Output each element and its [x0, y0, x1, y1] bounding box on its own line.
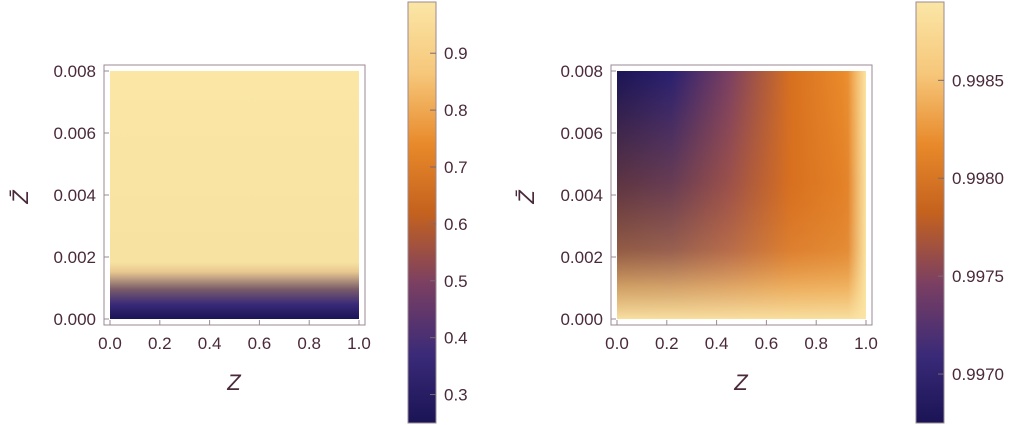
left-x-tick-label: 0.0	[98, 334, 122, 353]
left-x-tick-label: 0.8	[297, 334, 321, 353]
right-colorbar-gradient	[915, 1, 945, 424]
right-colorbar-tick-label: 0.9980	[952, 169, 1004, 188]
left-colorbar-tick-label: 0.4	[444, 329, 468, 348]
right-colorbar-tick-label: 0.9975	[952, 267, 1004, 286]
right-y-axis-title: Z̄	[514, 189, 539, 205]
left-heatmap-field	[110, 71, 359, 319]
left-x-tick-label: 0.2	[148, 334, 172, 353]
right-colorbar-tick-labels: 0.9970 0.9975 0.9980 0.9985	[938, 71, 1004, 384]
left-y-tick-label: 0.002	[53, 248, 96, 267]
right-x-tick-label: 0.0	[605, 334, 629, 353]
left-colorbar-tick-label: 0.6	[444, 215, 468, 234]
right-x-axis-title: Z	[733, 370, 749, 395]
right-y-tick-label: 0.002	[560, 248, 603, 267]
right-x-tick-label: 0.8	[804, 334, 828, 353]
right-x-tick-label: 1.0	[854, 334, 878, 353]
right-colorbar: 0.9970 0.9975 0.9980 0.9985	[915, 1, 1004, 424]
left-colorbar-tick-labels: 0.3 0.4 0.5 0.6 0.7 0.8 0.9	[430, 44, 468, 405]
left-colorbar-tick-label: 0.3	[444, 386, 468, 405]
left-colorbar-gradient	[407, 1, 437, 424]
right-y-tick-label: 0.004	[560, 186, 603, 205]
left-colorbar-tick-label: 0.8	[444, 101, 468, 120]
right-y-tick-labels: 0.000 0.002 0.004 0.006 0.008	[560, 62, 616, 329]
right-colorbar-tick-label: 0.9970	[952, 365, 1004, 384]
left-x-tick-label: 0.6	[248, 334, 272, 353]
left-colorbar-tick-label: 0.9	[444, 44, 468, 63]
right-heatmap-field	[617, 71, 866, 319]
right-y-tick-label: 0.008	[560, 62, 603, 81]
right-y-tick-label: 0.006	[560, 124, 603, 143]
left-x-tick-label: 0.4	[198, 334, 222, 353]
left-colorbar-tick-label: 0.7	[444, 158, 468, 177]
left-y-tick-labels: 0.000 0.002 0.004 0.006 0.008	[53, 62, 109, 329]
right-x-tick-label: 0.2	[655, 334, 679, 353]
left-x-axis-title: Z	[226, 370, 242, 395]
right-y-tick-label: 0.000	[560, 310, 603, 329]
right-x-tick-label: 0.6	[755, 334, 779, 353]
left-y-tick-label: 0.000	[53, 310, 96, 329]
left-heatmap-panel: 0.0 0.2 0.4 0.6 0.8 1.0 0.0000.0020.0040.0060…	[8, 62, 371, 395]
right-x-tick-labels: 0.0 0.2 0.4 0.6 0.8 1.0	[605, 320, 878, 353]
left-y-tick-label: 0.004	[53, 186, 96, 205]
left-colorbar: 0.3 0.4 0.5 0.6 0.7 0.8 0.9	[407, 1, 468, 424]
left-y-axis-title: Z̄	[8, 189, 33, 205]
left-y-tick-label: 0.006	[53, 124, 96, 143]
left-x-tick-labels: 0.0 0.2 0.4 0.6 0.8 1.0	[98, 320, 371, 353]
left-colorbar-tick-label: 0.5	[444, 272, 468, 291]
right-x-tick-label: 0.4	[705, 334, 729, 353]
left-y-tick-label: 0.008	[53, 62, 96, 81]
right-colorbar-tick-label: 0.9985	[952, 71, 1004, 90]
right-heatmap-panel: 0.0 0.2 0.4 0.6 0.8 1.0 0.0000.0020.0040.0060…	[514, 62, 878, 395]
left-x-tick-label: 1.0	[347, 334, 371, 353]
